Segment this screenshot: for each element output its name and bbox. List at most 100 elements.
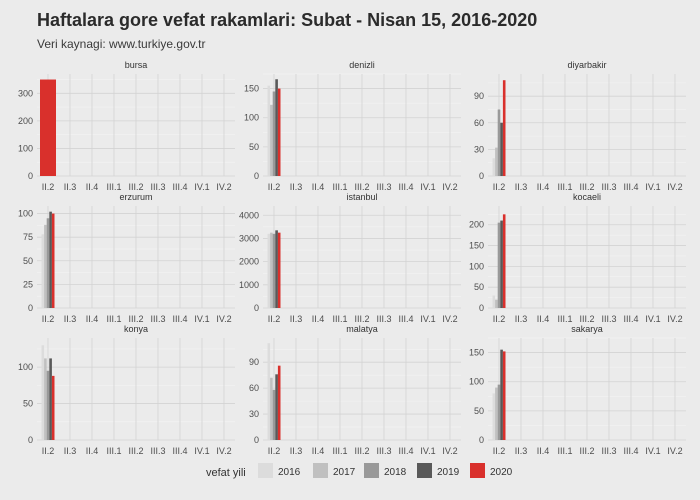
x-tick-label: IV.2 — [667, 182, 682, 192]
bar-konya-2020 — [51, 375, 55, 440]
bar-istanbul-2016 — [267, 233, 271, 308]
x-tick-label: IV.2 — [216, 182, 231, 192]
y-tick-label: 300 — [18, 88, 33, 98]
y-tick-label: 0 — [28, 435, 33, 445]
y-tick-label: 0 — [28, 171, 33, 181]
x-tick-label: IV.2 — [667, 314, 682, 324]
legend-title: vefat yili — [206, 467, 246, 479]
x-tick-label: III.4 — [623, 182, 638, 192]
x-tick-label: IV.2 — [667, 446, 682, 456]
bar-erzurum-2016 — [41, 234, 45, 308]
y-tick-label: 150 — [244, 84, 259, 94]
y-tick-label: 0 — [479, 303, 484, 313]
x-tick-label: II.4 — [312, 182, 325, 192]
bar-denizli-2020 — [277, 88, 281, 176]
x-tick-label: II.2 — [493, 314, 506, 324]
bar-malatya-2018 — [272, 389, 276, 440]
y-tick-label: 100 — [469, 377, 484, 387]
legend-label-2016: 2016 — [278, 467, 301, 478]
x-tick-label: III.1 — [106, 182, 121, 192]
x-tick-label: II.2 — [42, 182, 55, 192]
y-tick-label: 100 — [18, 209, 33, 219]
legend-swatch-2019 — [417, 463, 432, 478]
bar-konya-2019 — [49, 358, 52, 440]
bar-diyarbakir-2018 — [497, 109, 501, 176]
chart-subtitle: Veri kaynagi: www.turkiye.gov.tr — [37, 37, 206, 51]
y-tick-label: 100 — [18, 362, 33, 372]
x-tick-label: III.3 — [601, 182, 616, 192]
x-tick-label: II.2 — [42, 446, 55, 456]
bar-denizli-2018 — [272, 91, 276, 176]
x-tick-label: III.2 — [354, 314, 369, 324]
bar-bursa-2020 — [40, 79, 56, 176]
y-tick-label: 150 — [469, 348, 484, 358]
y-tick-label: 0 — [254, 303, 259, 313]
y-tick-label: 0 — [479, 171, 484, 181]
y-tick-label: 0 — [254, 435, 259, 445]
legend-swatch-2017 — [313, 463, 328, 478]
y-tick-label: 0 — [254, 171, 259, 181]
x-tick-label: II.4 — [86, 446, 99, 456]
bar-diyarbakir-2020 — [502, 80, 506, 176]
bar-kocaeli-2017 — [495, 299, 498, 308]
chart-title: Haftalara gore vefat rakamlari: Subat - … — [37, 10, 538, 30]
bar-denizli-2017 — [270, 104, 273, 176]
y-tick-label: 0 — [479, 435, 484, 445]
x-tick-label: III.4 — [398, 446, 413, 456]
bar-erzurum-2019 — [49, 211, 52, 308]
x-tick-label: II.2 — [493, 446, 506, 456]
bar-kocaeli-2018 — [497, 222, 501, 308]
bar-kocaeli-2016 — [492, 295, 496, 308]
bar-istanbul-2017 — [270, 232, 273, 308]
bar-sakarya-2016 — [492, 393, 496, 440]
bar-malatya-2017 — [270, 377, 273, 440]
y-tick-label: 90 — [474, 91, 484, 101]
y-tick-label: 50 — [249, 142, 259, 152]
x-tick-label: III.1 — [332, 314, 347, 324]
x-tick-label: III.1 — [332, 182, 347, 192]
x-tick-label: IV.1 — [420, 446, 435, 456]
x-tick-label: II.4 — [312, 314, 325, 324]
x-tick-label: II.4 — [312, 446, 325, 456]
legend-label-2017: 2017 — [333, 467, 356, 478]
x-tick-label: III.2 — [128, 182, 143, 192]
x-tick-label: III.1 — [332, 446, 347, 456]
bar-sakarya-2019 — [500, 349, 503, 440]
x-tick-label: II.3 — [290, 182, 303, 192]
panel-label-sakarya: sakarya — [571, 324, 603, 334]
x-tick-label: III.1 — [106, 314, 121, 324]
y-tick-label: 2000 — [239, 257, 259, 267]
x-tick-label: II.4 — [537, 314, 550, 324]
x-tick-label: II.3 — [515, 182, 528, 192]
y-tick-label: 75 — [23, 232, 33, 242]
bar-malatya-2020 — [277, 365, 281, 440]
x-tick-label: II.4 — [537, 182, 550, 192]
x-tick-label: III.3 — [601, 314, 616, 324]
y-tick-label: 3000 — [239, 233, 259, 243]
x-tick-label: IV.2 — [442, 182, 457, 192]
y-tick-label: 200 — [469, 220, 484, 230]
x-tick-label: III.3 — [376, 182, 391, 192]
x-tick-label: III.4 — [172, 182, 187, 192]
panel-label-bursa: bursa — [125, 60, 148, 70]
panel-label-malatya: malatya — [346, 324, 378, 334]
x-tick-label: III.4 — [623, 314, 638, 324]
y-tick-label: 50 — [474, 282, 484, 292]
x-tick-label: II.2 — [42, 314, 55, 324]
bar-denizli-2019 — [275, 79, 278, 176]
x-tick-label: III.2 — [354, 182, 369, 192]
y-tick-label: 60 — [249, 383, 259, 393]
x-tick-label: III.4 — [398, 314, 413, 324]
legend-swatch-2016 — [258, 463, 273, 478]
x-tick-label: III.2 — [579, 314, 594, 324]
bar-sakarya-2017 — [495, 387, 498, 440]
x-tick-label: II.3 — [515, 314, 528, 324]
x-tick-label: III.4 — [172, 446, 187, 456]
x-tick-label: IV.1 — [194, 182, 209, 192]
y-tick-label: 50 — [474, 406, 484, 416]
x-tick-label: II.4 — [86, 182, 99, 192]
bar-sakarya-2018 — [497, 384, 501, 440]
y-tick-label: 100 — [18, 143, 33, 153]
x-tick-label: II.2 — [268, 314, 281, 324]
x-tick-label: III.2 — [128, 314, 143, 324]
